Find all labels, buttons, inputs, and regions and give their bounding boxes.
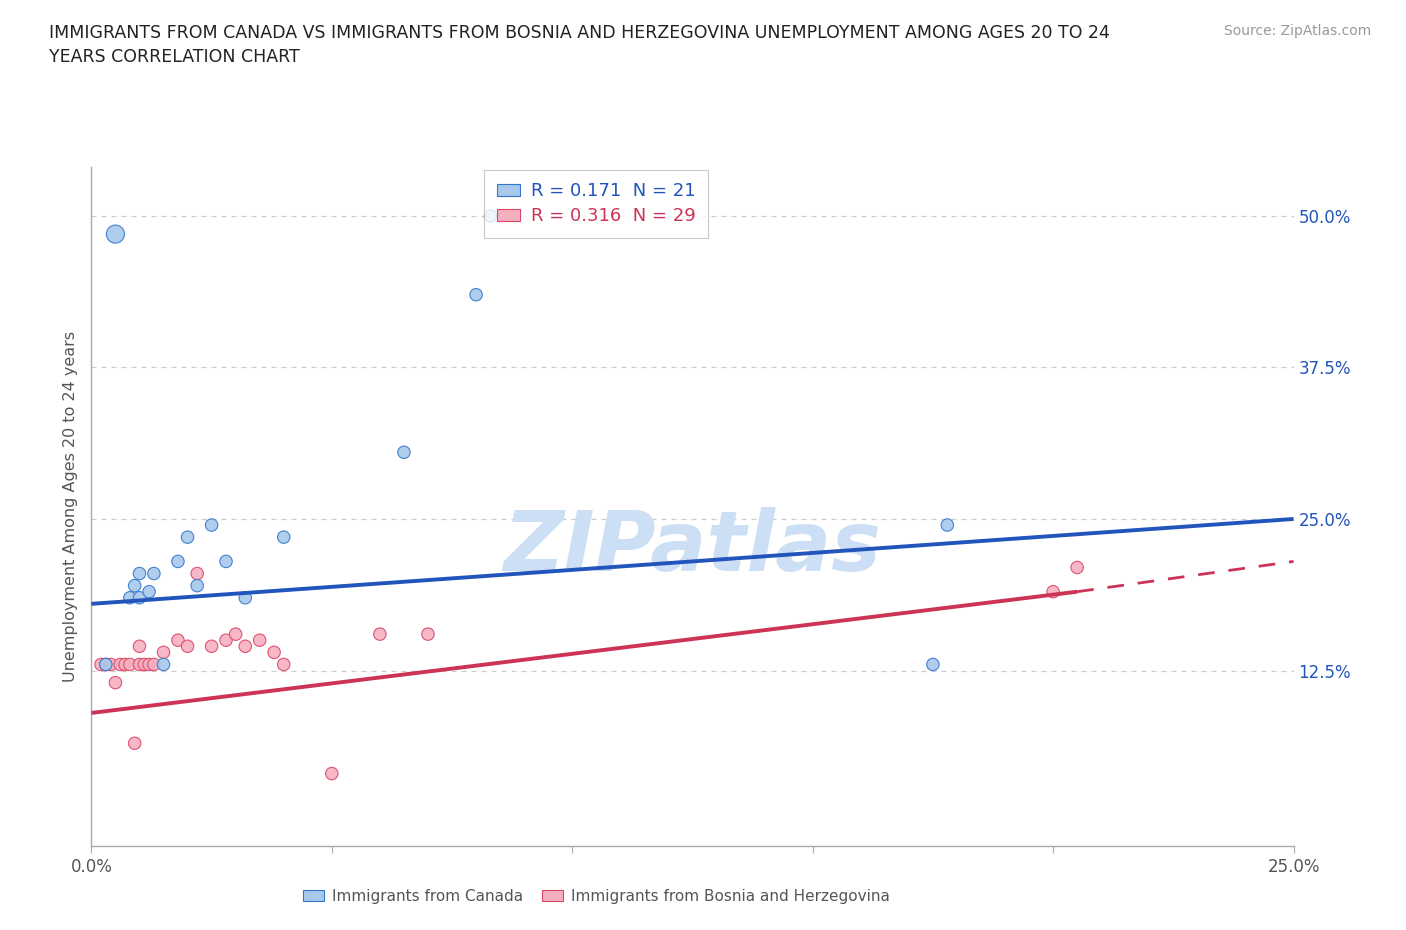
Point [128,639,150,654]
Point [128,566,150,581]
Point [104,227,127,242]
Point [1066,560,1088,575]
Point [215,632,238,647]
Point [134,657,156,671]
Point [167,632,190,647]
Point [94,657,117,671]
Point [100,657,122,671]
Point [392,445,415,459]
Text: ZIPatlas: ZIPatlas [503,507,882,588]
Y-axis label: Unemployment Among Ages 20 to 24 years: Unemployment Among Ages 20 to 24 years [63,331,79,683]
Point [128,591,150,605]
Point [94,657,117,671]
Point [186,578,208,593]
Point [167,554,190,569]
Point [479,208,502,223]
Point [104,675,127,690]
Point [142,566,165,581]
Point [249,632,271,647]
Point [90,657,112,671]
Point [138,584,160,599]
Point [465,287,488,302]
Point [124,736,146,751]
Point [138,657,160,671]
Point [233,591,256,605]
Point [152,657,174,671]
Point [225,627,247,642]
Point [233,639,256,654]
Point [263,644,285,659]
Point [186,566,208,581]
Point [922,657,945,671]
Point [273,657,295,671]
Point [118,591,141,605]
Point [1042,584,1064,599]
Point [124,578,146,593]
Point [936,518,959,533]
Point [416,627,439,642]
Point [368,627,391,642]
Point [321,766,343,781]
Point [110,657,132,671]
Point [273,530,295,545]
Point [201,518,224,533]
Legend: Immigrants from Canada, Immigrants from Bosnia and Herzegovina: Immigrants from Canada, Immigrants from … [297,883,896,910]
Point [201,639,224,654]
Point [176,639,198,654]
Point [118,657,141,671]
Point [176,530,198,545]
Point [152,644,174,659]
Text: YEARS CORRELATION CHART: YEARS CORRELATION CHART [49,48,299,66]
Text: IMMIGRANTS FROM CANADA VS IMMIGRANTS FROM BOSNIA AND HERZEGOVINA UNEMPLOYMENT AM: IMMIGRANTS FROM CANADA VS IMMIGRANTS FRO… [49,24,1111,42]
Point [114,657,136,671]
Point [142,657,165,671]
Point [215,554,238,569]
Point [128,657,150,671]
Text: Source: ZipAtlas.com: Source: ZipAtlas.com [1223,24,1371,38]
